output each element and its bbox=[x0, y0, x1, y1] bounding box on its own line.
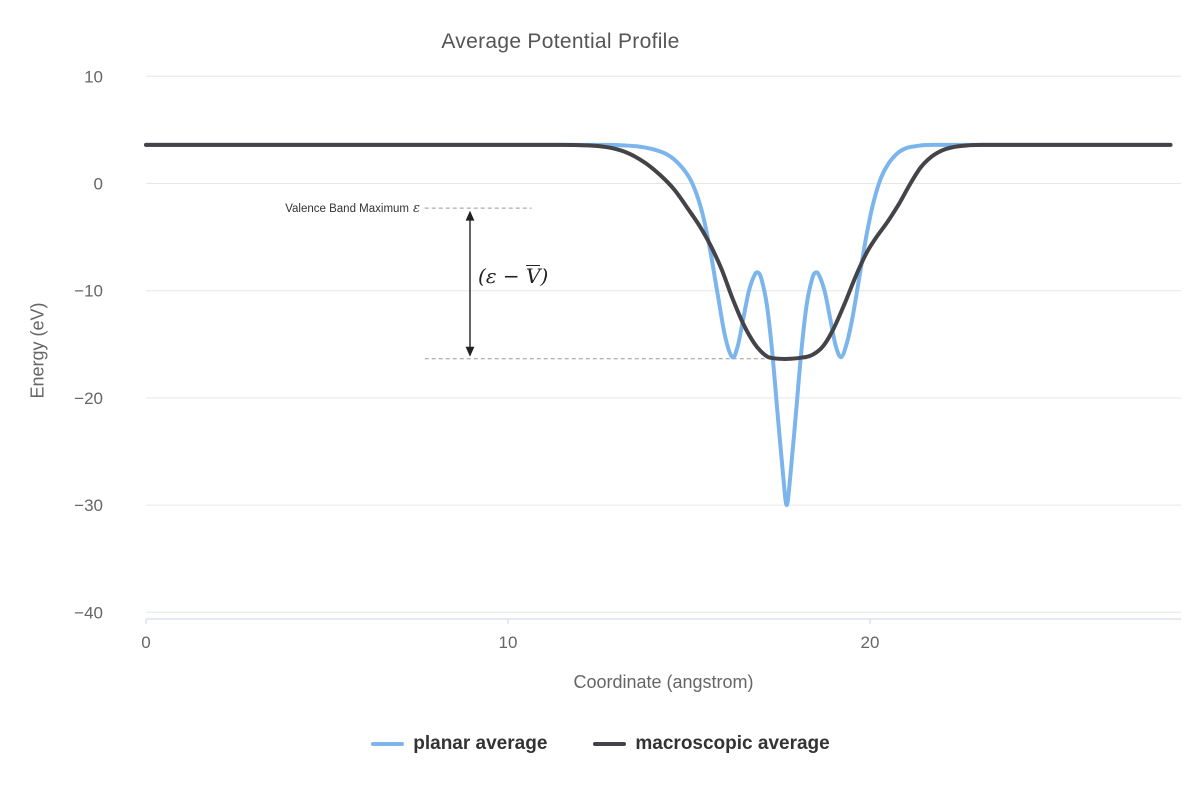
gap-formula-label: (ε − V) bbox=[478, 264, 548, 288]
gap-formula-epsilon: ε bbox=[485, 264, 497, 288]
legend-item-planar-average[interactable]: planar average bbox=[371, 733, 547, 755]
gap-formula-minus: − bbox=[496, 264, 527, 288]
gap-formula-open: ( bbox=[478, 264, 486, 288]
legend: planar average macroscopic average bbox=[0, 733, 1201, 755]
gap-formula-vbar: V bbox=[526, 264, 541, 288]
x-tick-label-20: 20 bbox=[861, 633, 880, 652]
x-tick-label-10: 10 bbox=[499, 633, 518, 652]
y-tick-label--30: −30 bbox=[74, 496, 103, 515]
vbm-annotation-text: Valence Band Maximum bbox=[285, 203, 410, 215]
y-axis-title: Energy (eV) bbox=[27, 302, 48, 399]
macroscopic-average-label: macroscopic average bbox=[635, 733, 830, 754]
x-tick-label-0: 0 bbox=[141, 633, 150, 652]
planar-average-swatch bbox=[371, 742, 405, 746]
y-tick-label-0: 0 bbox=[94, 175, 103, 194]
y-tick-label--10: −10 bbox=[74, 282, 103, 301]
series-line-planar-average bbox=[144, 142, 1173, 508]
y-tick-label--20: −20 bbox=[74, 389, 103, 408]
legend-item-macroscopic-average[interactable]: macroscopic average bbox=[593, 733, 830, 755]
gap-arrow-head-down-icon bbox=[465, 346, 475, 357]
x-axis-title: Coordinate (angstrom) bbox=[573, 672, 754, 692]
y-tick-label-10: 10 bbox=[84, 67, 103, 86]
chart-title: Average Potential Profile bbox=[441, 30, 680, 53]
gap-arrow-head-up-icon bbox=[465, 210, 475, 221]
series-line-macroscopic-average bbox=[144, 142, 1173, 361]
vbm-annotation-label: Valence Band Maximum ε bbox=[285, 201, 420, 216]
gap-formula-close: ) bbox=[540, 264, 549, 288]
y-tick-label--40: −40 bbox=[74, 603, 103, 622]
vbm-epsilon-symbol: ε bbox=[413, 201, 420, 216]
macroscopic-average-swatch bbox=[593, 742, 627, 746]
planar-average-label: planar average bbox=[413, 733, 548, 754]
